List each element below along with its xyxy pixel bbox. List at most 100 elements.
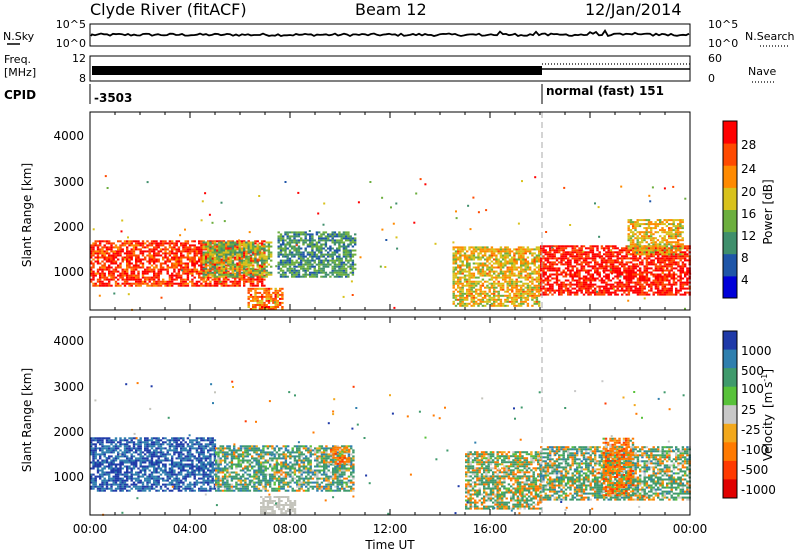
heatmap-cell: [495, 256, 498, 259]
heatmap-cell: [381, 196, 384, 199]
heatmap-cell: [291, 235, 294, 238]
noise-left-label: N.Sky: [3, 30, 35, 43]
heatmap-cell: [267, 293, 271, 296]
heatmap-cell: [630, 287, 633, 290]
heatmap-cell: [304, 267, 307, 270]
heatmap-cell: [137, 240, 140, 243]
heatmap-cell: [117, 270, 120, 273]
heatmap-cell: [291, 245, 294, 248]
heatmap-cell: [506, 288, 509, 291]
heatmap-cell: [216, 255, 219, 258]
heatmap-cell: [573, 271, 577, 274]
heatmap-cell: [254, 271, 257, 274]
cpid-segment-2: normal (fast) 151: [546, 84, 664, 98]
heatmap-cell: [657, 255, 660, 258]
heatmap-cell: [454, 254, 458, 257]
heatmap-cell: [484, 290, 487, 293]
heatmap-cell: [630, 271, 633, 274]
heatmap-cell: [540, 253, 543, 256]
heatmap-cell: [395, 236, 398, 239]
heatmap-cell: [340, 245, 343, 248]
heatmap-cell: [164, 254, 167, 257]
heatmap-cell: [650, 261, 653, 264]
heatmap-cell: [560, 255, 563, 258]
heatmap-cell: [562, 275, 565, 278]
heatmap-cell: [668, 293, 671, 296]
heatmap-cell: [587, 283, 590, 286]
heatmap-cell: [258, 264, 262, 267]
heatmap-cell: [315, 231, 319, 234]
heatmap-cell: [231, 280, 235, 283]
heatmap-cell: [390, 206, 392, 209]
heatmap-cell: [146, 270, 149, 273]
heatmap-cell: [265, 306, 268, 308]
heatmap-cell: [193, 240, 196, 243]
heatmap-cell: [209, 257, 212, 260]
heatmap-cell: [121, 268, 124, 271]
heatmap-cell: [668, 273, 671, 276]
heatmap-cell: [675, 245, 678, 248]
heatmap-cell: [546, 283, 550, 286]
heatmap-cell: [94, 443, 97, 446]
heatmap-cell: [627, 227, 630, 230]
heatmap-cell: [454, 272, 458, 275]
heatmap-cell: [300, 265, 303, 268]
heatmap-cell: [598, 275, 601, 278]
heatmap-cell: [540, 267, 543, 270]
heatmap-cell: [580, 245, 583, 248]
heatmap-cell: [265, 255, 268, 258]
heatmap-cell: [625, 249, 628, 252]
heatmap-cell: [189, 260, 192, 263]
heatmap-cell: [657, 281, 660, 284]
heatmap-cell: [609, 267, 613, 270]
heatmap-cell: [309, 235, 312, 238]
heatmap-cell: [108, 242, 111, 245]
heatmap-cell: [166, 264, 169, 267]
heatmap-cell: [184, 244, 187, 247]
heatmap-cell: [589, 283, 592, 286]
heatmap-cell: [157, 244, 160, 247]
heatmap-cell: [504, 272, 507, 275]
heatmap-cell: [291, 261, 294, 264]
power-cbar-tick-12: 12: [741, 229, 756, 243]
heatmap-cell: [616, 293, 619, 296]
heatmap-cell: [452, 258, 455, 261]
heatmap-cell: [238, 249, 241, 252]
heatmap-cell: [661, 229, 664, 232]
heatmap-cell: [180, 274, 183, 277]
heatmap-cell: [211, 275, 214, 278]
heatmap-cell: [302, 259, 305, 262]
heatmap-cell: [182, 242, 185, 245]
heatmap-cell: [166, 258, 169, 261]
heatmap-cell: [589, 277, 592, 280]
heatmap-cell: [157, 250, 160, 253]
heatmap-cell: [306, 263, 310, 266]
heatmap-cell: [184, 280, 187, 283]
heatmap-cell: [558, 267, 561, 270]
heatmap-cell: [276, 291, 280, 294]
heatmap-cell: [311, 271, 314, 274]
heatmap-cell: [327, 261, 330, 264]
heatmap-cell: [101, 240, 104, 243]
heatmap-cell: [587, 269, 590, 272]
heatmap-cell: [202, 240, 205, 243]
heatmap-cell: [612, 277, 615, 280]
heatmap-cell: [677, 229, 680, 232]
heatmap-cell: [231, 253, 235, 256]
heatmap-cell: [338, 273, 341, 276]
heatmap-cell: [540, 275, 543, 278]
heatmap-cell: [663, 293, 667, 296]
heatmap-cell: [202, 273, 205, 276]
heatmap-cell: [123, 240, 127, 243]
heatmap-cell: [677, 261, 680, 264]
heatmap-cell: [258, 252, 262, 255]
heatmap-cell: [182, 254, 185, 257]
heatmap-cell: [499, 268, 503, 271]
heatmap-cell: [322, 237, 325, 240]
heatmap-cell: [300, 259, 303, 262]
heatmap-cell: [175, 272, 178, 275]
heatmap-cell: [313, 243, 316, 246]
heatmap-cell: [306, 245, 310, 248]
heatmap-cell: [650, 283, 653, 286]
heatmap-cell: [531, 286, 534, 289]
